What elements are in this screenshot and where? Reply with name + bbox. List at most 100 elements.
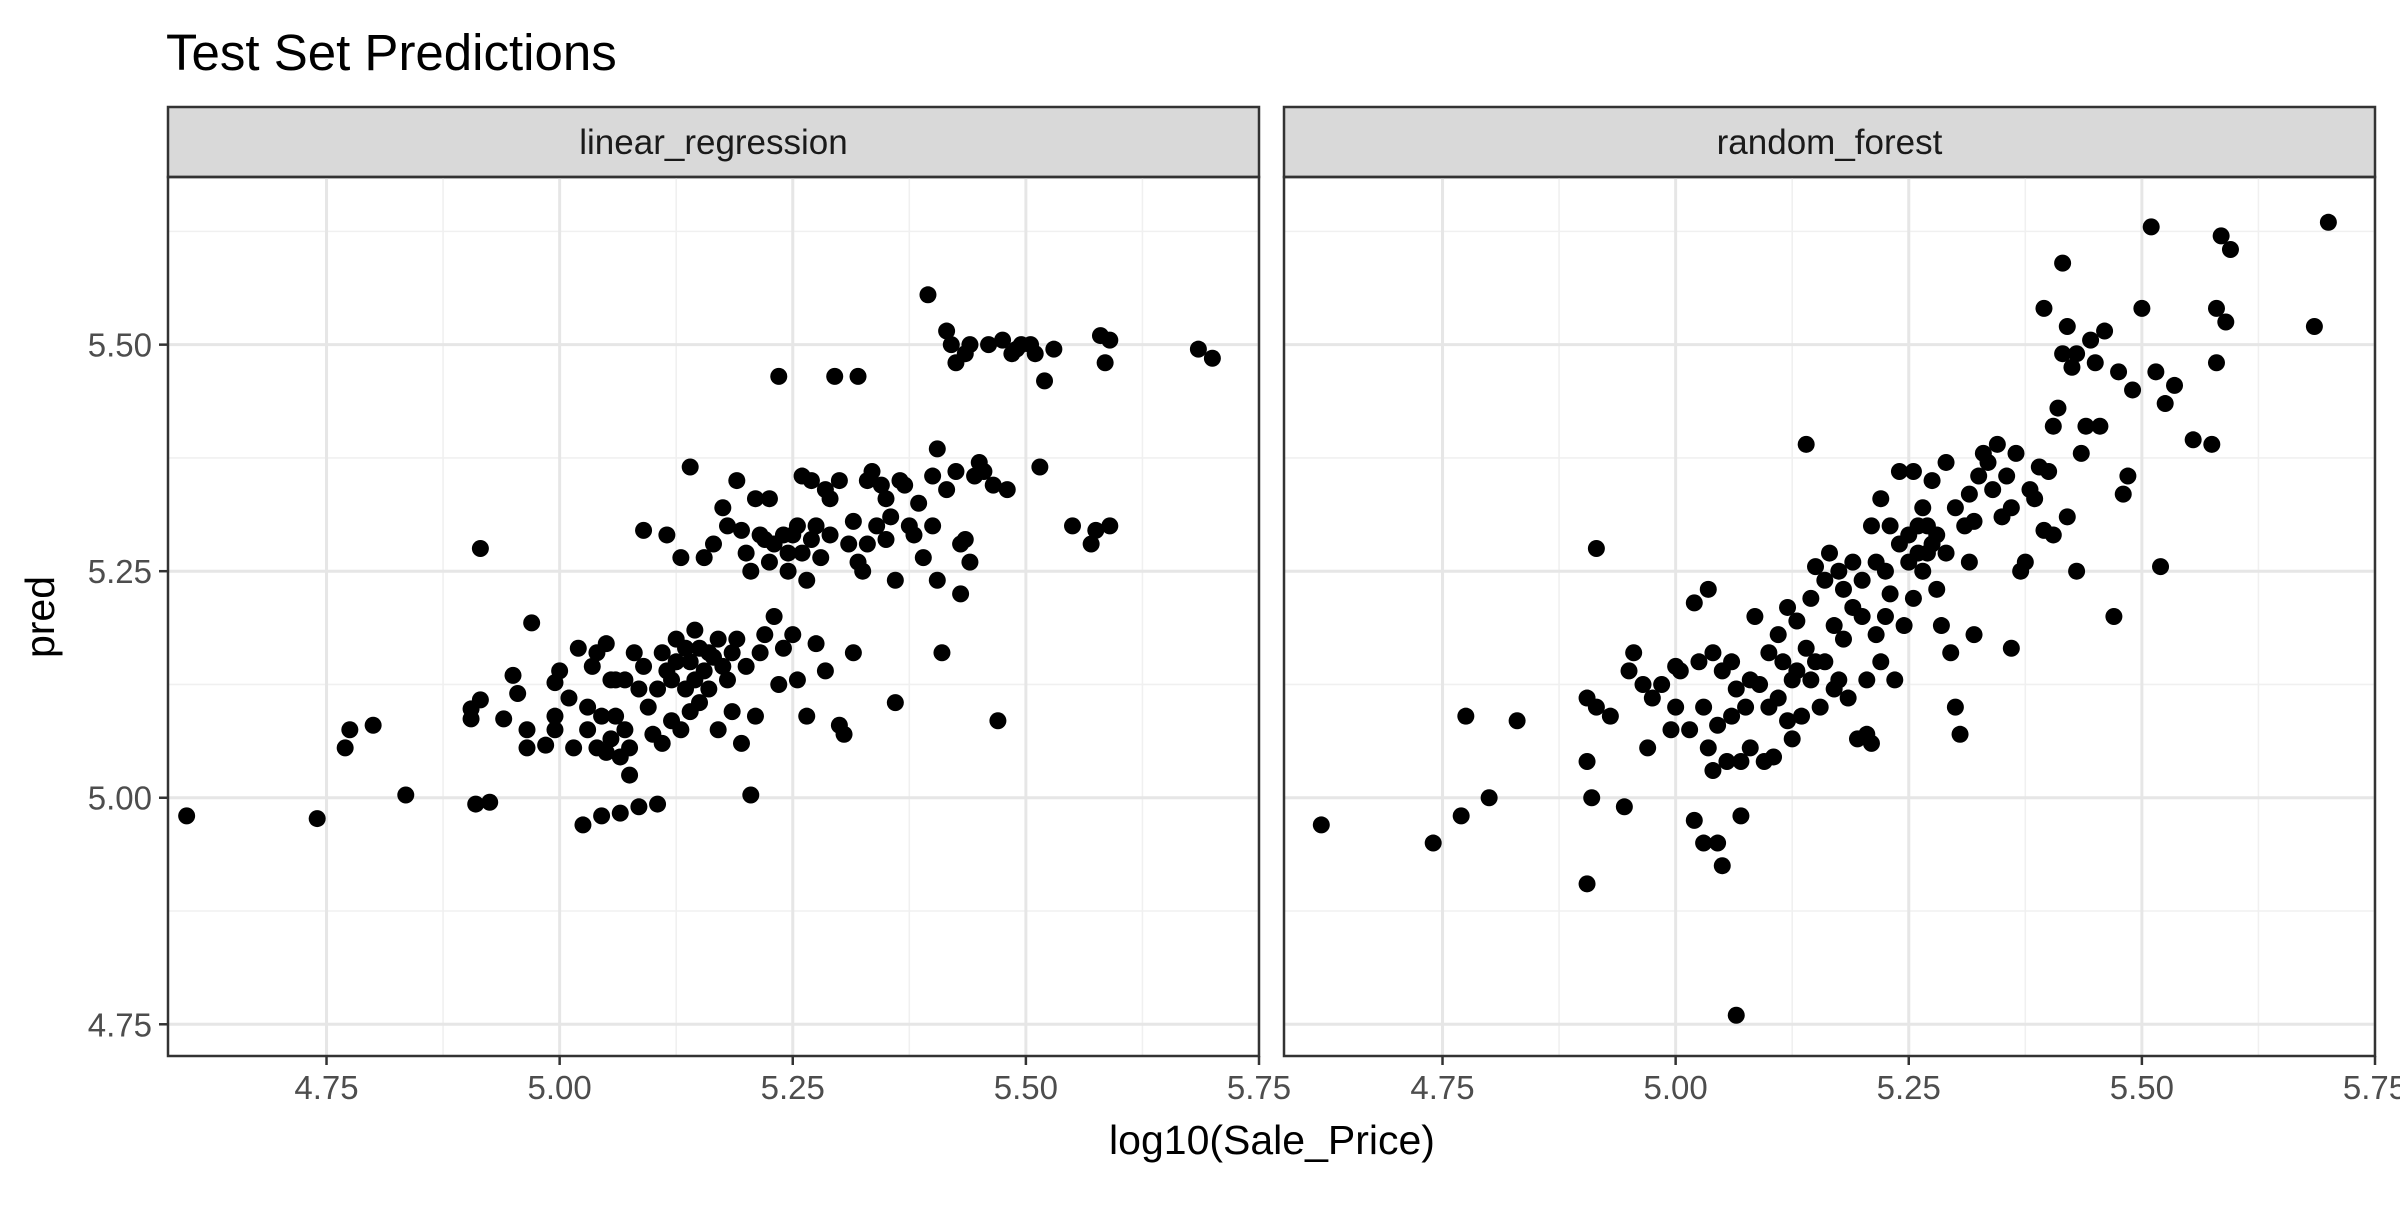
data-point xyxy=(2054,254,2072,272)
data-point xyxy=(672,549,690,567)
data-point xyxy=(807,635,825,653)
data-point xyxy=(718,517,736,535)
y-tick-label: 5.25 xyxy=(88,553,152,590)
data-point xyxy=(737,544,755,562)
data-point xyxy=(1732,752,1750,770)
data-point xyxy=(635,521,653,539)
data-point xyxy=(630,798,648,816)
data-point xyxy=(569,639,587,657)
data-point xyxy=(1587,698,1605,716)
data-point xyxy=(2077,417,2095,435)
data-point xyxy=(695,549,713,567)
data-point xyxy=(2207,354,2225,372)
data-point xyxy=(1825,617,1843,635)
data-point xyxy=(2124,381,2142,399)
data-point xyxy=(714,499,732,517)
data-point xyxy=(2016,553,2034,571)
data-point xyxy=(1695,698,1713,716)
data-point xyxy=(518,721,536,739)
data-point xyxy=(2319,213,2337,231)
panel-border xyxy=(166,175,1261,1058)
y-tick-label: 5.50 xyxy=(88,327,152,364)
data-point xyxy=(509,685,527,703)
data-point xyxy=(760,490,778,508)
data-point xyxy=(1723,653,1741,671)
data-point xyxy=(863,463,881,481)
data-point xyxy=(518,739,536,757)
data-point xyxy=(1904,589,1922,607)
data-point xyxy=(178,807,196,825)
data-point xyxy=(854,562,872,580)
data-point xyxy=(1737,698,1755,716)
data-point xyxy=(2221,240,2239,258)
data-point xyxy=(2147,363,2165,381)
data-point xyxy=(914,549,932,567)
data-point xyxy=(635,657,653,675)
data-point xyxy=(928,571,946,589)
data-point xyxy=(597,743,615,761)
data-point xyxy=(1876,562,1894,580)
data-point xyxy=(2110,363,2128,381)
data-point xyxy=(849,367,867,385)
data-point xyxy=(1946,698,1964,716)
data-point xyxy=(1704,644,1722,662)
data-point xyxy=(714,657,732,675)
data-point xyxy=(658,526,676,544)
data-point xyxy=(802,530,820,548)
data-point xyxy=(877,490,895,508)
data-point xyxy=(961,553,979,571)
data-point xyxy=(886,694,904,712)
data-point xyxy=(1508,712,1526,730)
data-point xyxy=(1876,608,1894,625)
data-point xyxy=(308,810,326,828)
data-point xyxy=(2044,526,2062,544)
data-point xyxy=(2068,345,2086,363)
data-point xyxy=(816,662,834,680)
data-point xyxy=(495,710,513,728)
data-point xyxy=(1839,689,1857,707)
data-point xyxy=(579,721,597,739)
data-point xyxy=(551,662,569,680)
data-point xyxy=(1937,453,1955,471)
data-point xyxy=(546,721,564,739)
data-point xyxy=(639,698,657,716)
data-point xyxy=(579,698,597,716)
data-point xyxy=(998,481,1016,499)
data-point xyxy=(336,739,354,757)
data-point xyxy=(1853,608,1871,625)
data-point xyxy=(924,467,942,485)
data-point xyxy=(1928,526,1946,544)
data-point xyxy=(602,730,620,748)
data-point xyxy=(1671,662,1689,680)
x-tick-label: 5.00 xyxy=(528,1069,592,1106)
data-point xyxy=(896,476,914,494)
data-point xyxy=(2212,227,2230,245)
data-point xyxy=(1965,512,1983,530)
data-point xyxy=(788,517,806,535)
data-point xyxy=(1765,748,1783,766)
data-point xyxy=(1793,707,1811,725)
data-point xyxy=(961,336,979,354)
data-point xyxy=(1914,562,1932,580)
gridlines xyxy=(168,177,1259,1056)
data-point xyxy=(812,549,830,567)
data-point xyxy=(700,680,718,698)
data-point xyxy=(1872,490,1890,508)
data-point xyxy=(1727,1006,1745,1024)
x-tick-label: 5.25 xyxy=(1877,1069,1941,1106)
data-point xyxy=(770,367,788,385)
data-point xyxy=(2068,562,2086,580)
data-point xyxy=(2063,358,2081,376)
data-point xyxy=(2207,299,2225,317)
data-point xyxy=(751,644,769,662)
data-point xyxy=(821,526,839,544)
data-point xyxy=(663,671,681,689)
data-point xyxy=(1867,626,1885,644)
data-point xyxy=(2091,417,2109,435)
facet-strip-label: random_forest xyxy=(1717,123,1943,162)
data-point xyxy=(1881,517,1899,535)
data-point xyxy=(1830,671,1848,689)
data-point xyxy=(2105,608,2123,625)
data-point xyxy=(1881,585,1899,603)
